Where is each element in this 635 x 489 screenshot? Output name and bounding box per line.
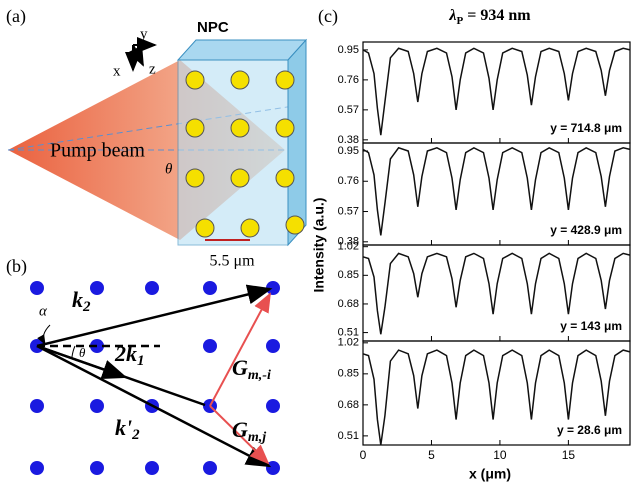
vectors bbox=[36, 284, 273, 468]
intensity-line bbox=[362, 146, 631, 236]
plot-frame bbox=[362, 340, 631, 446]
x-tick-label: 0 bbox=[360, 448, 367, 462]
panel-label: (c) bbox=[318, 6, 338, 27]
y-tick-label: 0.85 bbox=[338, 368, 359, 380]
y-tick-label: 0.57 bbox=[338, 104, 359, 116]
slab-side bbox=[287, 38, 307, 247]
y-tick-label: 1.02 bbox=[338, 337, 359, 349]
intensity-line bbox=[362, 47, 631, 136]
alpha-label: α bbox=[39, 303, 48, 319]
panel-label: (a) bbox=[6, 6, 26, 27]
y-tick-label: 0.68 bbox=[338, 399, 359, 411]
y-tick-label: 0.76 bbox=[338, 175, 359, 187]
beam-label: Pump beam bbox=[50, 140, 145, 162]
angle-arc bbox=[71, 345, 76, 358]
vector-label: k'2 bbox=[115, 415, 140, 443]
slab-front bbox=[177, 59, 289, 246]
panel-label: (b) bbox=[6, 256, 27, 277]
x-tick-label: 15 bbox=[562, 448, 576, 462]
intensity-line bbox=[362, 349, 631, 446]
chart-title: λP = 934 nm bbox=[448, 7, 531, 27]
vector-label: Gm,j bbox=[232, 417, 266, 445]
reciprocal-vectors bbox=[209, 292, 271, 465]
y-tick-label: 0.38 bbox=[338, 134, 359, 146]
angle-arc bbox=[37, 324, 51, 345]
x-tick-label: 5 bbox=[428, 448, 435, 462]
y-axis-label: Intensity (a.u.) bbox=[311, 198, 327, 293]
scale-label: 5.5 μm bbox=[209, 253, 255, 270]
y-tick-label: 1.02 bbox=[338, 241, 359, 253]
annotation: y = 143 μm bbox=[560, 319, 622, 333]
y-tick-label: 0.95 bbox=[338, 44, 359, 56]
y-tick-label: 0.85 bbox=[338, 269, 359, 281]
axis-label: y bbox=[140, 26, 148, 42]
lattice bbox=[30, 281, 280, 475]
vector-label: Gm,-i bbox=[232, 355, 271, 383]
vector-label: k2 bbox=[72, 287, 91, 315]
slab-top bbox=[176, 39, 308, 61]
panel-b: (b) k2 α θ 2k1 k'2 Gm,-i Gm,j bbox=[6, 256, 280, 475]
axis-label: x bbox=[113, 63, 121, 79]
rods bbox=[185, 70, 305, 238]
npc-label: NPC bbox=[197, 19, 229, 36]
y-tick-label: 0.38 bbox=[338, 236, 359, 248]
theta-label: θ bbox=[79, 345, 86, 360]
intensity-line bbox=[362, 252, 631, 335]
panel-c: (c) λP = 934 nm Intensity (a.u.) x (μm) … bbox=[311, 6, 631, 482]
y-tick-label: 0.51 bbox=[338, 326, 359, 338]
x-axis-label: x (μm) bbox=[469, 466, 511, 482]
vector-label: 2k1 bbox=[114, 341, 145, 369]
theta-label: θ bbox=[165, 161, 173, 177]
axis-label: z bbox=[149, 61, 156, 77]
annotation: y = 714.8 μm bbox=[550, 121, 622, 135]
axes-icon bbox=[125, 37, 157, 72]
x-tick-label: 10 bbox=[493, 448, 507, 462]
y-tick-label: 0.51 bbox=[338, 430, 359, 442]
y-tick-label: 0.68 bbox=[338, 298, 359, 310]
annotation: y = 28.6 μm bbox=[557, 423, 622, 437]
y-tick-label: 0.57 bbox=[338, 205, 359, 217]
y-tick-label: 0.76 bbox=[338, 74, 359, 86]
y-tick-label: 0.95 bbox=[338, 145, 359, 157]
annotation: y = 428.9 μm bbox=[550, 223, 622, 237]
panel-a: (a) 5.5 μm NPC Pump beam θ y x z bbox=[6, 6, 308, 270]
